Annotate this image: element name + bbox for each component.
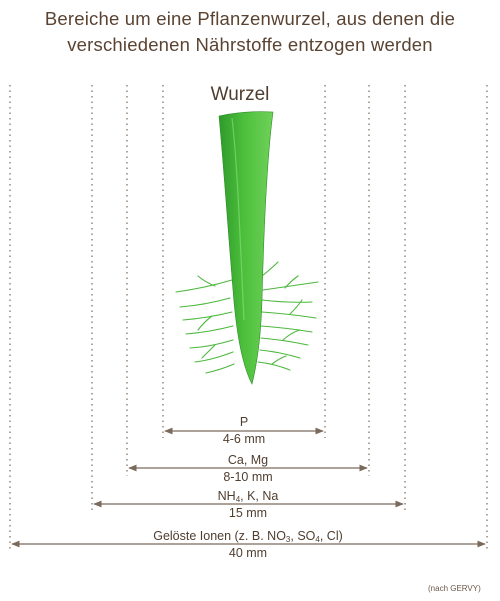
ions-subscript-1: 3 [285,535,291,544]
zone-camg-range: 8-10 mm [223,470,273,484]
zone-ions-nutrient: Gelöste Ionen (z. B. NO3, SO4, Cl) [120,529,376,544]
nh4-part-2: , K, Na [240,489,279,503]
zone-camg-nutrient: Ca, Mg [227,453,269,467]
ions-part-3: , Cl) [319,529,343,543]
title-line-2: verschiedenen Nährstoffe entzogen werden [67,34,433,55]
ions-part-2: , SO [290,529,316,543]
root-shape [218,111,274,385]
root-hairs [175,261,319,374]
title-line-1: Bereiche um eine Pflanzenwurzel, aus den… [44,8,456,29]
zone-nh4-nutrient: NH4, K, Na [188,489,308,504]
ions-subscript-2: 4 [315,535,320,544]
diagram-title: Bereiche um eine Pflanzenwurzel, aus den… [0,6,500,58]
zone-nh4-range: 15 mm [228,506,268,520]
root-label: Wurzel [210,84,270,105]
nh4-subscript: 4 [235,495,241,504]
nh4-part-1: NH [217,489,236,503]
zone-p-range: 4-6 mm [222,432,266,446]
ions-part-1: Gelöste Ionen (z. B. NO [153,529,286,543]
zone-p-nutrient: P [239,415,249,429]
zone-ions-range: 40 mm [228,546,268,560]
source-note: (nach GERVY) [428,584,481,593]
